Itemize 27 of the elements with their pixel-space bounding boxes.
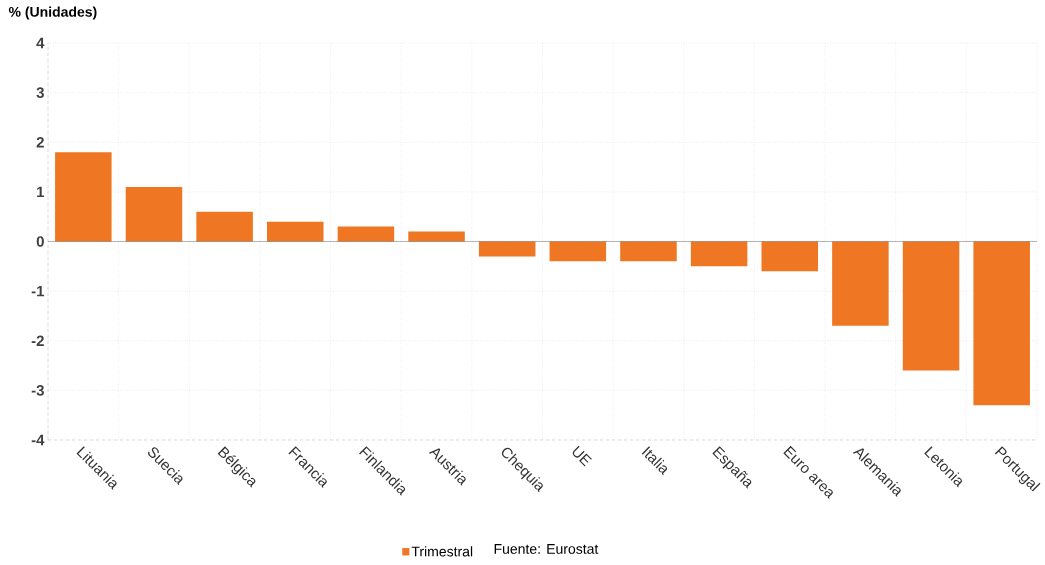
y-axis-title: % (Unidades) — [8, 6, 97, 20]
y-tick-label: 4 — [36, 37, 45, 49]
bar — [690, 241, 748, 267]
bar — [55, 152, 112, 242]
bar — [267, 221, 324, 242]
bar — [832, 241, 889, 326]
x-tick-label: UE — [572, 445, 592, 467]
bar — [408, 231, 465, 242]
y-tick-label: 0 — [36, 236, 44, 247]
bar — [620, 241, 677, 262]
bar — [196, 211, 253, 242]
y-tick-label: 2 — [36, 137, 44, 148]
bar — [337, 226, 395, 242]
y-tick-label: 3 — [36, 87, 44, 98]
bar — [549, 241, 607, 262]
y-tick-label: -2 — [31, 335, 44, 346]
bar — [478, 241, 536, 257]
y-tick-label: -1 — [31, 285, 45, 297]
bar — [125, 186, 183, 242]
y-tick-label: 1 — [37, 186, 45, 198]
bar — [973, 241, 1030, 406]
legend-label: Trimestral — [411, 546, 473, 557]
source-note: Fuente: Eurostat — [494, 544, 599, 554]
y-tick-label: -4 — [31, 434, 45, 446]
bar — [902, 241, 960, 371]
y-tick-label: -3 — [31, 385, 44, 396]
bar — [761, 241, 819, 272]
